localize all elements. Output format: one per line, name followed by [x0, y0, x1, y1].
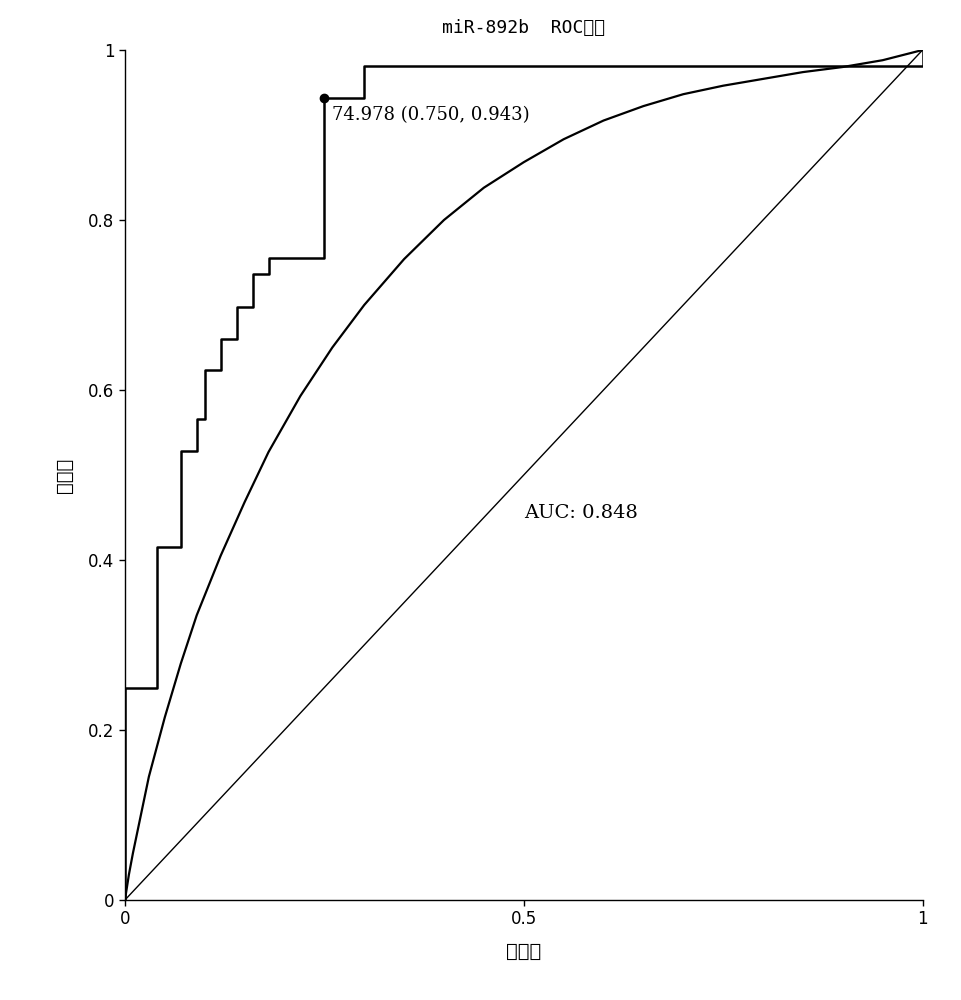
Text: AUC: 0.848: AUC: 0.848	[524, 504, 637, 522]
Title: miR-892b  ROC曲线: miR-892b ROC曲线	[442, 19, 605, 37]
X-axis label: 特异性: 特异性	[506, 942, 541, 961]
Text: 74.978 (0.750, 0.943): 74.978 (0.750, 0.943)	[333, 106, 530, 124]
Y-axis label: 敏感性: 敏感性	[55, 457, 74, 493]
